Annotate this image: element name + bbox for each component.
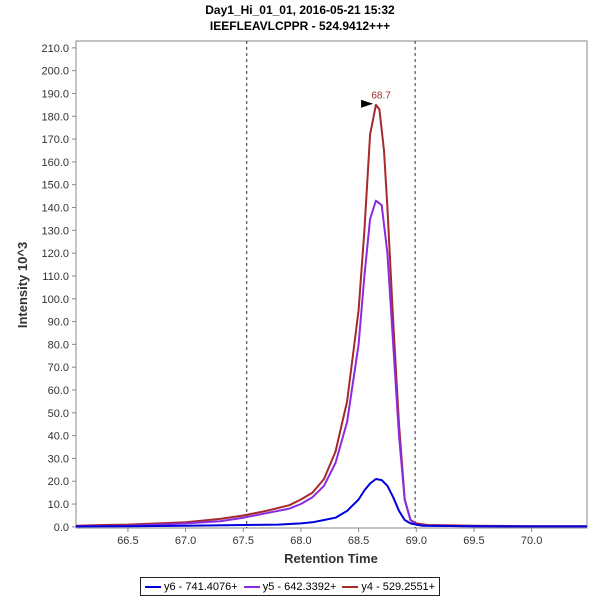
legend-swatch-y5 [243,585,260,588]
y-tick-label: 100.0 [41,294,69,306]
y-tick-label: 90.0 [48,317,69,329]
y-tick-label: 20.0 [48,476,69,488]
y-axis: 0.0 10.0 20.0 30.0 40.0 50.0 60.0 70.0 80.0 90.0 1… [41,43,76,534]
y-axis-label: Intensity 10^3 [15,242,30,328]
y-tick-label: 170.0 [41,134,69,146]
y-tick-label: 80.0 [48,339,69,351]
legend-label-y6: y6 - 741.4076+ [164,580,238,593]
y-tick-label: 40.0 [48,431,69,443]
x-tick-label: 67.5 [233,535,254,547]
legend-label-y4: y4 - 529.2551+ [361,580,436,593]
y-tick-label: 140.0 [41,203,69,215]
legend-label-y5: y5 - 642.3392+ [262,580,337,593]
legend: y6 - 741.4076+ y5 - 642.3392+ y4 - 529.2… [140,577,441,596]
chart-title: Day1_Hi_01_01, 2016-05-21 15:32 [205,3,395,17]
x-tick-label: 66.5 [117,535,138,547]
peak-annotation: 68.7 [361,91,391,108]
x-tick-label: 69.5 [463,535,484,547]
y-tick-label: 0.0 [54,522,69,534]
y-tick-label: 130.0 [41,225,69,237]
chart-subtitle: IEEFLEAVLCPPR - 524.9412+++ [210,19,390,33]
y-tick-label: 190.0 [41,88,69,100]
x-axis: 66.5 67.0 67.5 68.0 68.5 69.0 69.5 70.0 [117,528,542,547]
peak-label: 68.7 [371,91,391,102]
x-tick-label: 68.5 [348,535,369,547]
x-axis-label: Retention Time [284,551,378,566]
legend-swatch-y4 [342,585,359,588]
y-tick-label: 120.0 [41,248,69,260]
x-tick-label: 69.0 [406,535,427,547]
legend-item-y5[interactable]: y5 - 642.3392+ [243,580,337,593]
y-tick-label: 160.0 [41,157,69,169]
series-line-y6 [75,478,587,528]
y-tick-label: 180.0 [41,111,69,123]
y-tick-label: 10.0 [48,499,69,511]
x-tick-label: 70.0 [521,535,542,547]
series-layer [75,103,587,528]
y-tick-label: 50.0 [48,408,69,420]
legend-item-y6[interactable]: y6 - 741.4076+ [145,581,238,593]
x-tick-label: 67.0 [175,535,196,547]
plot-area [75,40,588,529]
peak-arrow-icon [361,99,374,108]
y-tick-label: 110.0 [42,271,69,283]
y-tick-label: 30.0 [48,453,69,465]
y-tick-label: 210.0 [41,43,69,55]
legend-swatch-y6 [145,585,161,588]
y-tick-label: 150.0 [41,180,69,192]
y-tick-label: 200.0 [41,66,69,78]
series-line-y5 [75,199,587,528]
y-tick-label: 70.0 [48,362,69,374]
x-tick-label: 68.0 [290,535,311,547]
y-tick-label: 60.0 [48,385,69,397]
legend-item-y4[interactable]: y4 - 529.2551+ [342,581,435,593]
